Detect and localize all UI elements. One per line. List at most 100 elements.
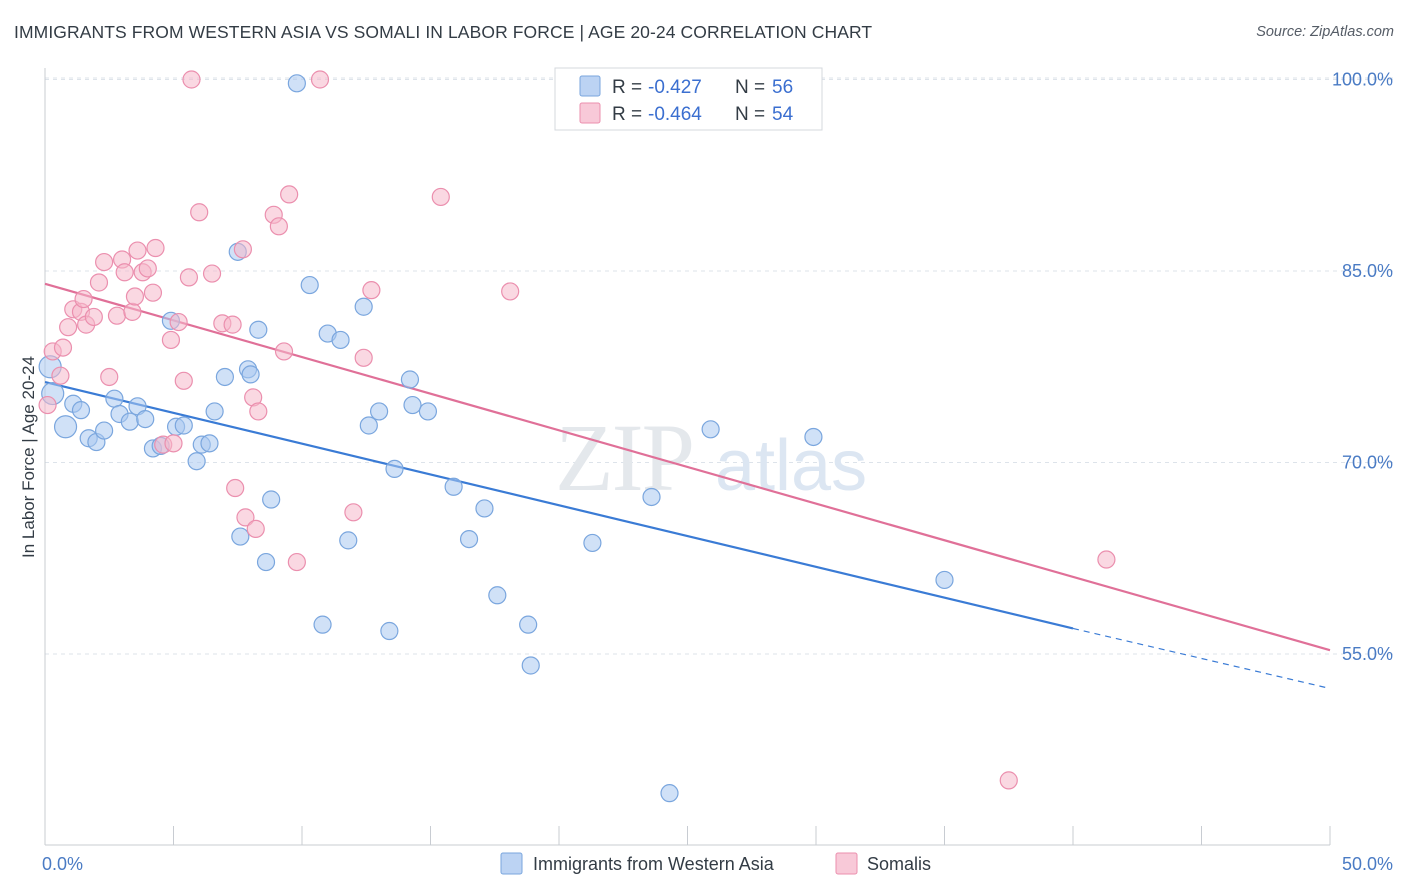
y-tick-label-100: 100.0% (1332, 70, 1393, 90)
data-point-blue-53 (701, 420, 720, 439)
bottom-legend-label-blue: Immigrants from Western Asia (533, 854, 775, 874)
data-point-blue-24 (231, 527, 250, 546)
data-point-pink-20 (138, 259, 157, 278)
data-point-blue-4 (71, 401, 91, 420)
data-point-pink-13 (107, 306, 127, 325)
data-point-pink-3 (53, 338, 73, 357)
data-point-pink-49 (431, 187, 450, 207)
data-point-pink-36 (236, 508, 255, 527)
data-point-blue-45 (459, 529, 479, 549)
data-point-pink-22 (146, 238, 165, 258)
data-point-pink-21 (143, 283, 163, 302)
data-point-blue-32 (313, 615, 332, 634)
data-point-pink-44 (287, 552, 306, 572)
data-point-blue-44 (444, 477, 463, 496)
data-point-pink-39 (249, 402, 268, 421)
data-point-pink-27 (174, 371, 193, 390)
data-point-pink-51 (999, 771, 1018, 790)
data-point-pink-38 (246, 519, 265, 538)
y-tick-label-55: 55.0% (1342, 644, 1393, 664)
data-point-pink-4 (59, 318, 78, 337)
data-point-blue-22 (215, 367, 234, 387)
legend-n-value-pink: 54 (772, 104, 794, 125)
data-point-pink-45 (310, 70, 330, 89)
watermark-zip: ZIP (555, 404, 693, 511)
data-point-blue-47 (488, 586, 507, 605)
data-point-pink-52 (1097, 550, 1116, 569)
data-point-pink-25 (164, 434, 183, 453)
data-point-pink-35 (233, 240, 252, 259)
data-point-pink-7 (74, 289, 93, 309)
data-point-blue-27 (249, 320, 268, 339)
chart-source: Source: ZipAtlas.com (1256, 24, 1394, 40)
y-axis-title: In Labor Force | Age 20-24 (19, 356, 38, 558)
data-point-pink-47 (354, 348, 373, 367)
data-point-blue-30 (287, 74, 306, 93)
data-point-blue-40 (385, 459, 404, 478)
data-point-blue-42 (403, 395, 422, 415)
bottom-legend-swatch-blue (500, 852, 523, 875)
data-point-blue-41 (400, 370, 420, 389)
legend-swatch-blue (579, 75, 601, 97)
trend-lines (44, 282, 1331, 690)
stats-legend: R = -0.427 N = 56 R = -0.464 N = 54 (554, 67, 823, 131)
x-tick-label-max: 50.0% (1342, 854, 1393, 874)
data-point-blue-10 (120, 412, 139, 431)
data-point-pink-33 (223, 315, 242, 334)
x-axis-ticks (44, 826, 1331, 845)
data-point-pink-0 (38, 395, 57, 415)
chart-title: IMMIGRANTS FROM WESTERN ASIA VS SOMALI I… (14, 22, 873, 42)
data-point-pink-15 (115, 263, 134, 282)
data-point-blue-12 (136, 409, 155, 429)
data-point-pink-29 (182, 70, 201, 89)
data-point-pink-30 (190, 203, 209, 222)
data-point-blue-48 (519, 615, 538, 634)
y-tick-label-70: 70.0% (1342, 453, 1393, 473)
x-tick-label-min: 0.0% (42, 854, 83, 874)
legend-r-value-blue: -0.427 (648, 77, 702, 98)
data-point-blue-34 (331, 330, 350, 350)
data-point-pink-50 (501, 282, 520, 301)
data-point-pink-2 (51, 366, 70, 385)
data-point-blue-43 (418, 402, 438, 421)
legend-swatch-pink (579, 102, 601, 124)
data-point-blue-35 (339, 531, 358, 550)
bottom-legend-label-pink: Somalis (867, 854, 931, 874)
data-point-pink-43 (280, 185, 299, 204)
data-point-blue-17 (174, 416, 193, 435)
data-point-blue-55 (935, 570, 954, 590)
data-point-pink-17 (125, 287, 145, 306)
data-point-pink-28 (179, 268, 199, 287)
legend-r-label-pink: R = (612, 104, 647, 125)
data-point-blue-28 (256, 552, 276, 572)
y-tick-label-85: 85.0% (1342, 261, 1393, 281)
watermark-atlas: atlas (715, 426, 867, 506)
data-point-pink-18 (128, 241, 147, 260)
data-point-blue-2 (53, 415, 78, 439)
data-point-blue-50 (583, 533, 602, 553)
data-point-blue-18 (187, 452, 206, 471)
data-point-blue-8 (105, 389, 124, 408)
data-point-blue-20 (200, 434, 219, 453)
bottom-legend: Immigrants from Western Asia Somalis (500, 852, 931, 875)
data-point-pink-48 (362, 281, 381, 300)
series-somalis-points (38, 70, 1116, 790)
legend-r-value-pink: -0.464 (648, 104, 702, 125)
data-point-pink-34 (226, 478, 245, 498)
trend-line-immigrants-western-asia-dashed (1072, 627, 1331, 690)
legend-n-label-blue: N = (735, 77, 770, 98)
bottom-legend-swatch-pink (835, 852, 858, 875)
data-point-blue-37 (359, 416, 378, 435)
data-point-blue-31 (300, 275, 319, 295)
data-point-blue-39 (380, 621, 399, 641)
data-point-pink-41 (269, 217, 288, 236)
data-point-pink-16 (123, 302, 142, 321)
data-point-blue-26 (241, 365, 260, 384)
data-point-blue-21 (205, 402, 224, 421)
data-point-blue-52 (660, 784, 679, 803)
data-point-blue-29 (262, 490, 281, 509)
data-point-pink-24 (161, 330, 181, 350)
series-immigrants-western-asia-points (38, 74, 954, 803)
data-point-blue-51 (642, 487, 661, 507)
